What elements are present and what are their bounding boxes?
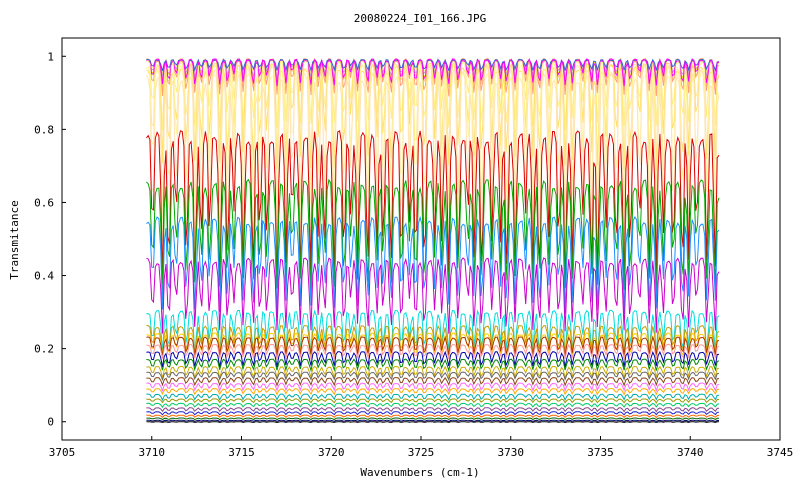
series-line [146,365,720,380]
series-line [146,358,720,373]
x-tick-label: 3705 [49,446,76,459]
series-line [146,407,720,413]
y-tick-label: 1 [47,50,54,63]
series-line [146,382,720,393]
series-line [146,411,720,416]
series-line [146,393,720,402]
y-tick-label: 0.4 [34,270,54,283]
x-axis-label: Wavenumbers (cm-1) [360,466,479,479]
x-tick-label: 3725 [408,446,435,459]
series-line [146,376,720,387]
series-line [146,371,720,382]
series-line [146,178,720,295]
x-tick-label: 3720 [318,446,345,459]
series-line [146,398,720,404]
y-tick-label: 0.8 [34,123,54,136]
y-axis-label: Transmitance [8,200,21,279]
x-tick-label: 3730 [498,446,525,459]
series-line [146,257,720,334]
series-line [146,421,719,424]
series-line [146,402,720,409]
series-line [146,335,720,357]
series-line [146,388,720,396]
series-line [146,417,720,421]
chart-title: 20080224_I01_166.JPG [354,12,486,25]
axis-layer: 3705 3710 3715 3720 3725 3730 3735 3740 3745 0 0.2… [34,50,793,459]
x-tick-label: 3715 [228,446,255,459]
y-tick-label: 0.6 [34,196,54,209]
series-layer [145,57,720,424]
y-tick-label: 0 [47,416,54,429]
series-line [146,419,720,422]
series-line [146,215,720,315]
y-tick-label: 0.2 [34,343,54,356]
x-tick-label: 3735 [587,446,614,459]
series-line [146,350,720,368]
x-tick-label: 3745 [767,446,794,459]
x-tick-label: 3710 [139,446,166,459]
series-line [146,414,720,419]
x-tick-label: 3740 [677,446,704,459]
series-line [146,343,720,361]
series-line [146,62,720,171]
series-line [146,58,720,87]
